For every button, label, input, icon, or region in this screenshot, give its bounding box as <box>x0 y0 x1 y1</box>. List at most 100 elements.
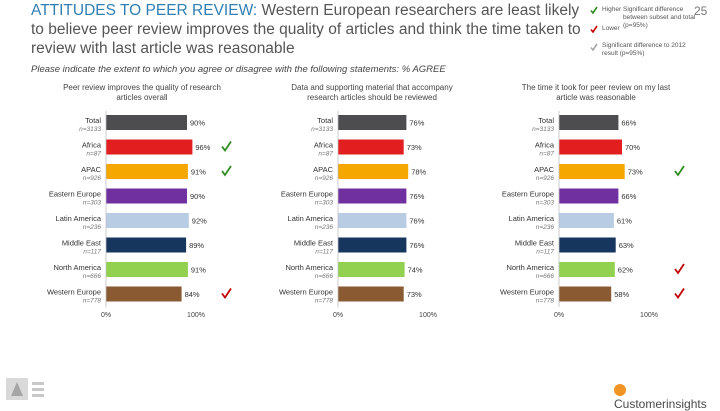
category-label: Middle East <box>62 239 102 248</box>
base-label: n=117 <box>83 249 101 256</box>
bar <box>338 115 407 130</box>
customer-insights-logo: Customerinsights <box>614 383 720 411</box>
base-label: n=3133 <box>79 126 101 133</box>
significance-check-icon <box>221 288 232 300</box>
legend-lower-label: Lower <box>602 25 620 32</box>
significance-check-icon <box>674 263 685 275</box>
category-label: Middle East <box>294 239 334 248</box>
base-label: n=87 <box>539 151 554 158</box>
category-label: Total <box>317 116 333 125</box>
bar <box>106 237 187 253</box>
brand-name: Customerinsights <box>614 397 707 411</box>
value-label: 76% <box>409 217 424 226</box>
page-title-lead: ATTITUDES TO PEER REVIEW: <box>31 2 258 19</box>
base-label: n=87 <box>318 151 333 158</box>
chart-title-line: Data and supporting material that accomp… <box>291 83 452 92</box>
significance-check-icon <box>221 141 232 153</box>
base-label: n=87 <box>86 151 101 158</box>
value-label: 76% <box>409 241 424 250</box>
tick-label: 100% <box>419 312 437 319</box>
category-label: Total <box>538 116 554 125</box>
category-label: Africa <box>82 141 102 150</box>
elsevier-logo-icon <box>6 378 44 400</box>
base-label: n=666 <box>536 273 555 280</box>
bar <box>559 213 614 228</box>
base-label: n=117 <box>536 249 554 256</box>
page-title-rest: Western European researchers are least l… <box>31 2 581 57</box>
base-label: n=303 <box>83 200 102 207</box>
value-label: 74% <box>408 266 423 275</box>
chart-title-line: article was reasonable <box>556 93 636 102</box>
base-label: n=117 <box>315 249 333 256</box>
chart-title-line: The time it took for peer review on my l… <box>522 83 671 92</box>
base-label: n=778 <box>536 298 555 305</box>
value-label: 70% <box>625 143 640 152</box>
category-label: APAC <box>534 165 554 174</box>
bar <box>559 188 619 204</box>
base-label: n=778 <box>315 298 334 305</box>
value-label: 63% <box>619 241 634 250</box>
base-label: n=303 <box>536 200 555 207</box>
tick-label: 100% <box>640 312 658 319</box>
value-label: 84% <box>185 290 200 299</box>
bar <box>559 262 615 277</box>
value-label: 89% <box>189 241 204 250</box>
bar <box>559 237 616 253</box>
base-label: n=3133 <box>311 126 333 133</box>
category-label: Africa <box>535 141 555 150</box>
chart-title-line: articles overall <box>116 93 167 102</box>
legend-significance-text: Significant difference between subset an… <box>623 6 696 29</box>
category-label: Western Europe <box>500 288 554 297</box>
bar <box>338 139 404 155</box>
lower-check-icon <box>590 25 598 33</box>
category-label: Eastern Europe <box>502 190 554 199</box>
significance-check-icon <box>221 165 232 177</box>
value-label: 76% <box>409 192 424 201</box>
bar <box>338 262 405 277</box>
base-label: n=3133 <box>532 126 554 133</box>
bar <box>106 286 182 302</box>
category-label: Latin America <box>509 214 555 223</box>
tick-label: 0% <box>554 312 564 319</box>
base-label: n=926 <box>315 175 334 182</box>
value-label: 90% <box>190 192 205 201</box>
value-label: 96% <box>195 143 210 152</box>
bar <box>559 164 625 179</box>
value-label: 73% <box>628 168 643 177</box>
question-subtitle: Please indicate the extent to which you … <box>31 64 446 75</box>
value-label: 58% <box>614 290 629 299</box>
higher-check-icon <box>590 6 598 14</box>
bar <box>106 188 187 204</box>
bar-charts: Peer review improves the quality of rese… <box>47 83 685 319</box>
category-label: North America <box>285 263 333 272</box>
category-label: Middle East <box>515 239 555 248</box>
base-label: n=926 <box>83 175 102 182</box>
value-label: 66% <box>621 192 636 201</box>
bar <box>338 164 409 179</box>
bar <box>106 139 193 155</box>
category-label: North America <box>53 263 101 272</box>
category-label: APAC <box>313 165 333 174</box>
bar <box>559 286 612 302</box>
brand-dot-icon <box>614 384 626 396</box>
chart-title-line: Peer review improves the quality of rese… <box>63 83 221 92</box>
value-label: 61% <box>617 217 632 226</box>
bar <box>559 139 622 155</box>
legend-higher-label: Higher <box>602 6 622 13</box>
bar <box>106 213 189 228</box>
page-number: 25 <box>694 4 708 18</box>
value-label: 76% <box>409 119 424 128</box>
bar <box>338 286 404 302</box>
value-label: 91% <box>191 168 206 177</box>
base-label: n=926 <box>536 175 555 182</box>
bar <box>559 115 619 130</box>
page-title: ATTITUDES TO PEER REVIEW: Western Europe… <box>31 1 591 58</box>
base-label: n=666 <box>315 273 334 280</box>
category-label: Eastern Europe <box>281 190 333 199</box>
value-label: 62% <box>618 266 633 275</box>
category-label: Africa <box>314 141 334 150</box>
tick-label: 0% <box>101 312 111 319</box>
base-label: n=666 <box>83 273 102 280</box>
category-label: Total <box>85 116 101 125</box>
value-label: 92% <box>192 217 207 226</box>
